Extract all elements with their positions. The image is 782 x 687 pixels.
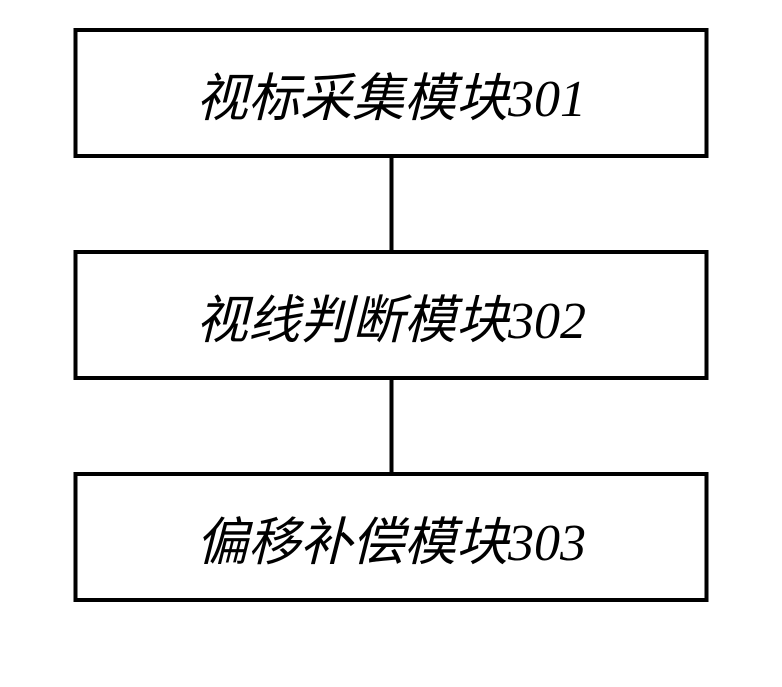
connector-302-303	[389, 380, 393, 472]
flowchart-diagram: 视标采集模块301 视线判断模块302 偏移补偿模块303	[74, 28, 709, 602]
node-302: 视线判断模块302	[74, 250, 709, 380]
node-303: 偏移补偿模块303	[74, 472, 709, 602]
connector-301-302	[389, 158, 393, 250]
node-301: 视标采集模块301	[74, 28, 709, 158]
